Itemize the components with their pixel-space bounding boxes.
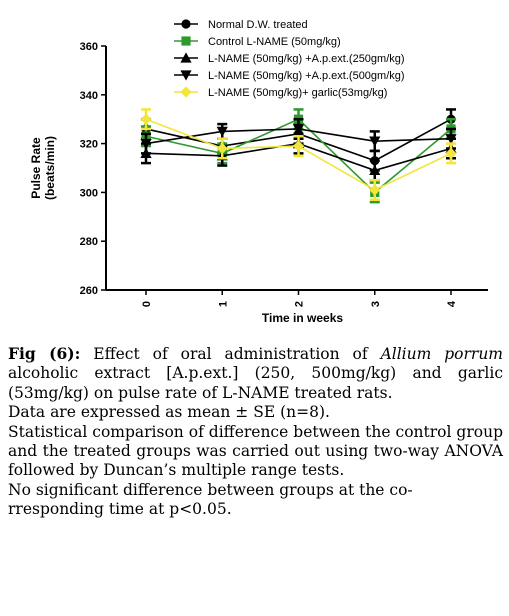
data-point (445, 134, 457, 145)
caption-main: Fig (6): Effect of oral administration o… (8, 344, 503, 403)
y-axis-title-units: (beats/min) (43, 136, 57, 200)
y-tick-label: 280 (80, 236, 98, 248)
legend-label: Control L-NAME (50mg/kg) (208, 36, 341, 48)
legend-marker (180, 70, 192, 81)
legend-label: L-NAME (50mg/kg) +A.p.ext.(250gm/kg) (208, 53, 405, 65)
data-point (140, 139, 152, 150)
caption-significance: No significant difference between groups… (8, 480, 413, 519)
data-point (216, 126, 228, 137)
y-tick-label: 300 (80, 187, 98, 199)
caption-method: Statistical comparison of difference bet… (8, 422, 503, 480)
data-point (369, 136, 381, 147)
data-point (292, 124, 305, 135)
legend-marker (181, 19, 191, 29)
chart: 260 280 300 320 340 360 0 1 2 3 4 Time in weeks Puls… (29, 19, 488, 325)
figure-caption: Fig (6): Effect of oral administration o… (8, 344, 503, 520)
data-point (140, 113, 152, 125)
legend-marker (180, 86, 192, 98)
data-point (292, 140, 305, 152)
caption-text-a: Effect of oral administration of (80, 345, 381, 363)
legend-marker (181, 36, 191, 46)
data-point (369, 164, 381, 176)
y-tick-label: 260 (80, 285, 98, 297)
y-axis-title: Pulse Rate (29, 137, 43, 199)
y-tick-label: 320 (80, 139, 98, 151)
legend-marker (180, 52, 192, 63)
fig-label: Fig (6): (8, 344, 81, 363)
caption-stats: Data are expressed as mean ± SE (n=8). (8, 403, 330, 422)
y-tick-label: 360 (80, 41, 98, 53)
data-point (369, 184, 381, 196)
x-tick-label: 2 (294, 301, 306, 307)
data-point (216, 142, 228, 155)
x-tick-label: 0 (141, 301, 153, 307)
x-tick-label: 4 (446, 300, 458, 307)
data-point (445, 147, 457, 159)
legend-label: L-NAME (50mg/kg) +A.p.ext.(500gm/kg) (208, 70, 405, 82)
legend-label: L-NAME (50mg/kg)+ garlic(53mg/kg) (208, 87, 387, 99)
x-tick-label: 1 (217, 301, 229, 307)
legend-label: Normal D.W. treated (208, 19, 308, 31)
x-tick-label: 3 (370, 301, 382, 307)
chart-svg: 260 280 300 320 340 360 0 1 2 3 4 Time in weeks Puls… (29, 19, 488, 325)
x-axis-title: Time in weeks (262, 311, 343, 325)
species-name: Allium porrum (380, 345, 504, 363)
caption-text-b: alcoholic extract [A.p.ext.] (250, 500mg… (8, 364, 503, 402)
y-tick-label: 340 (80, 90, 98, 102)
